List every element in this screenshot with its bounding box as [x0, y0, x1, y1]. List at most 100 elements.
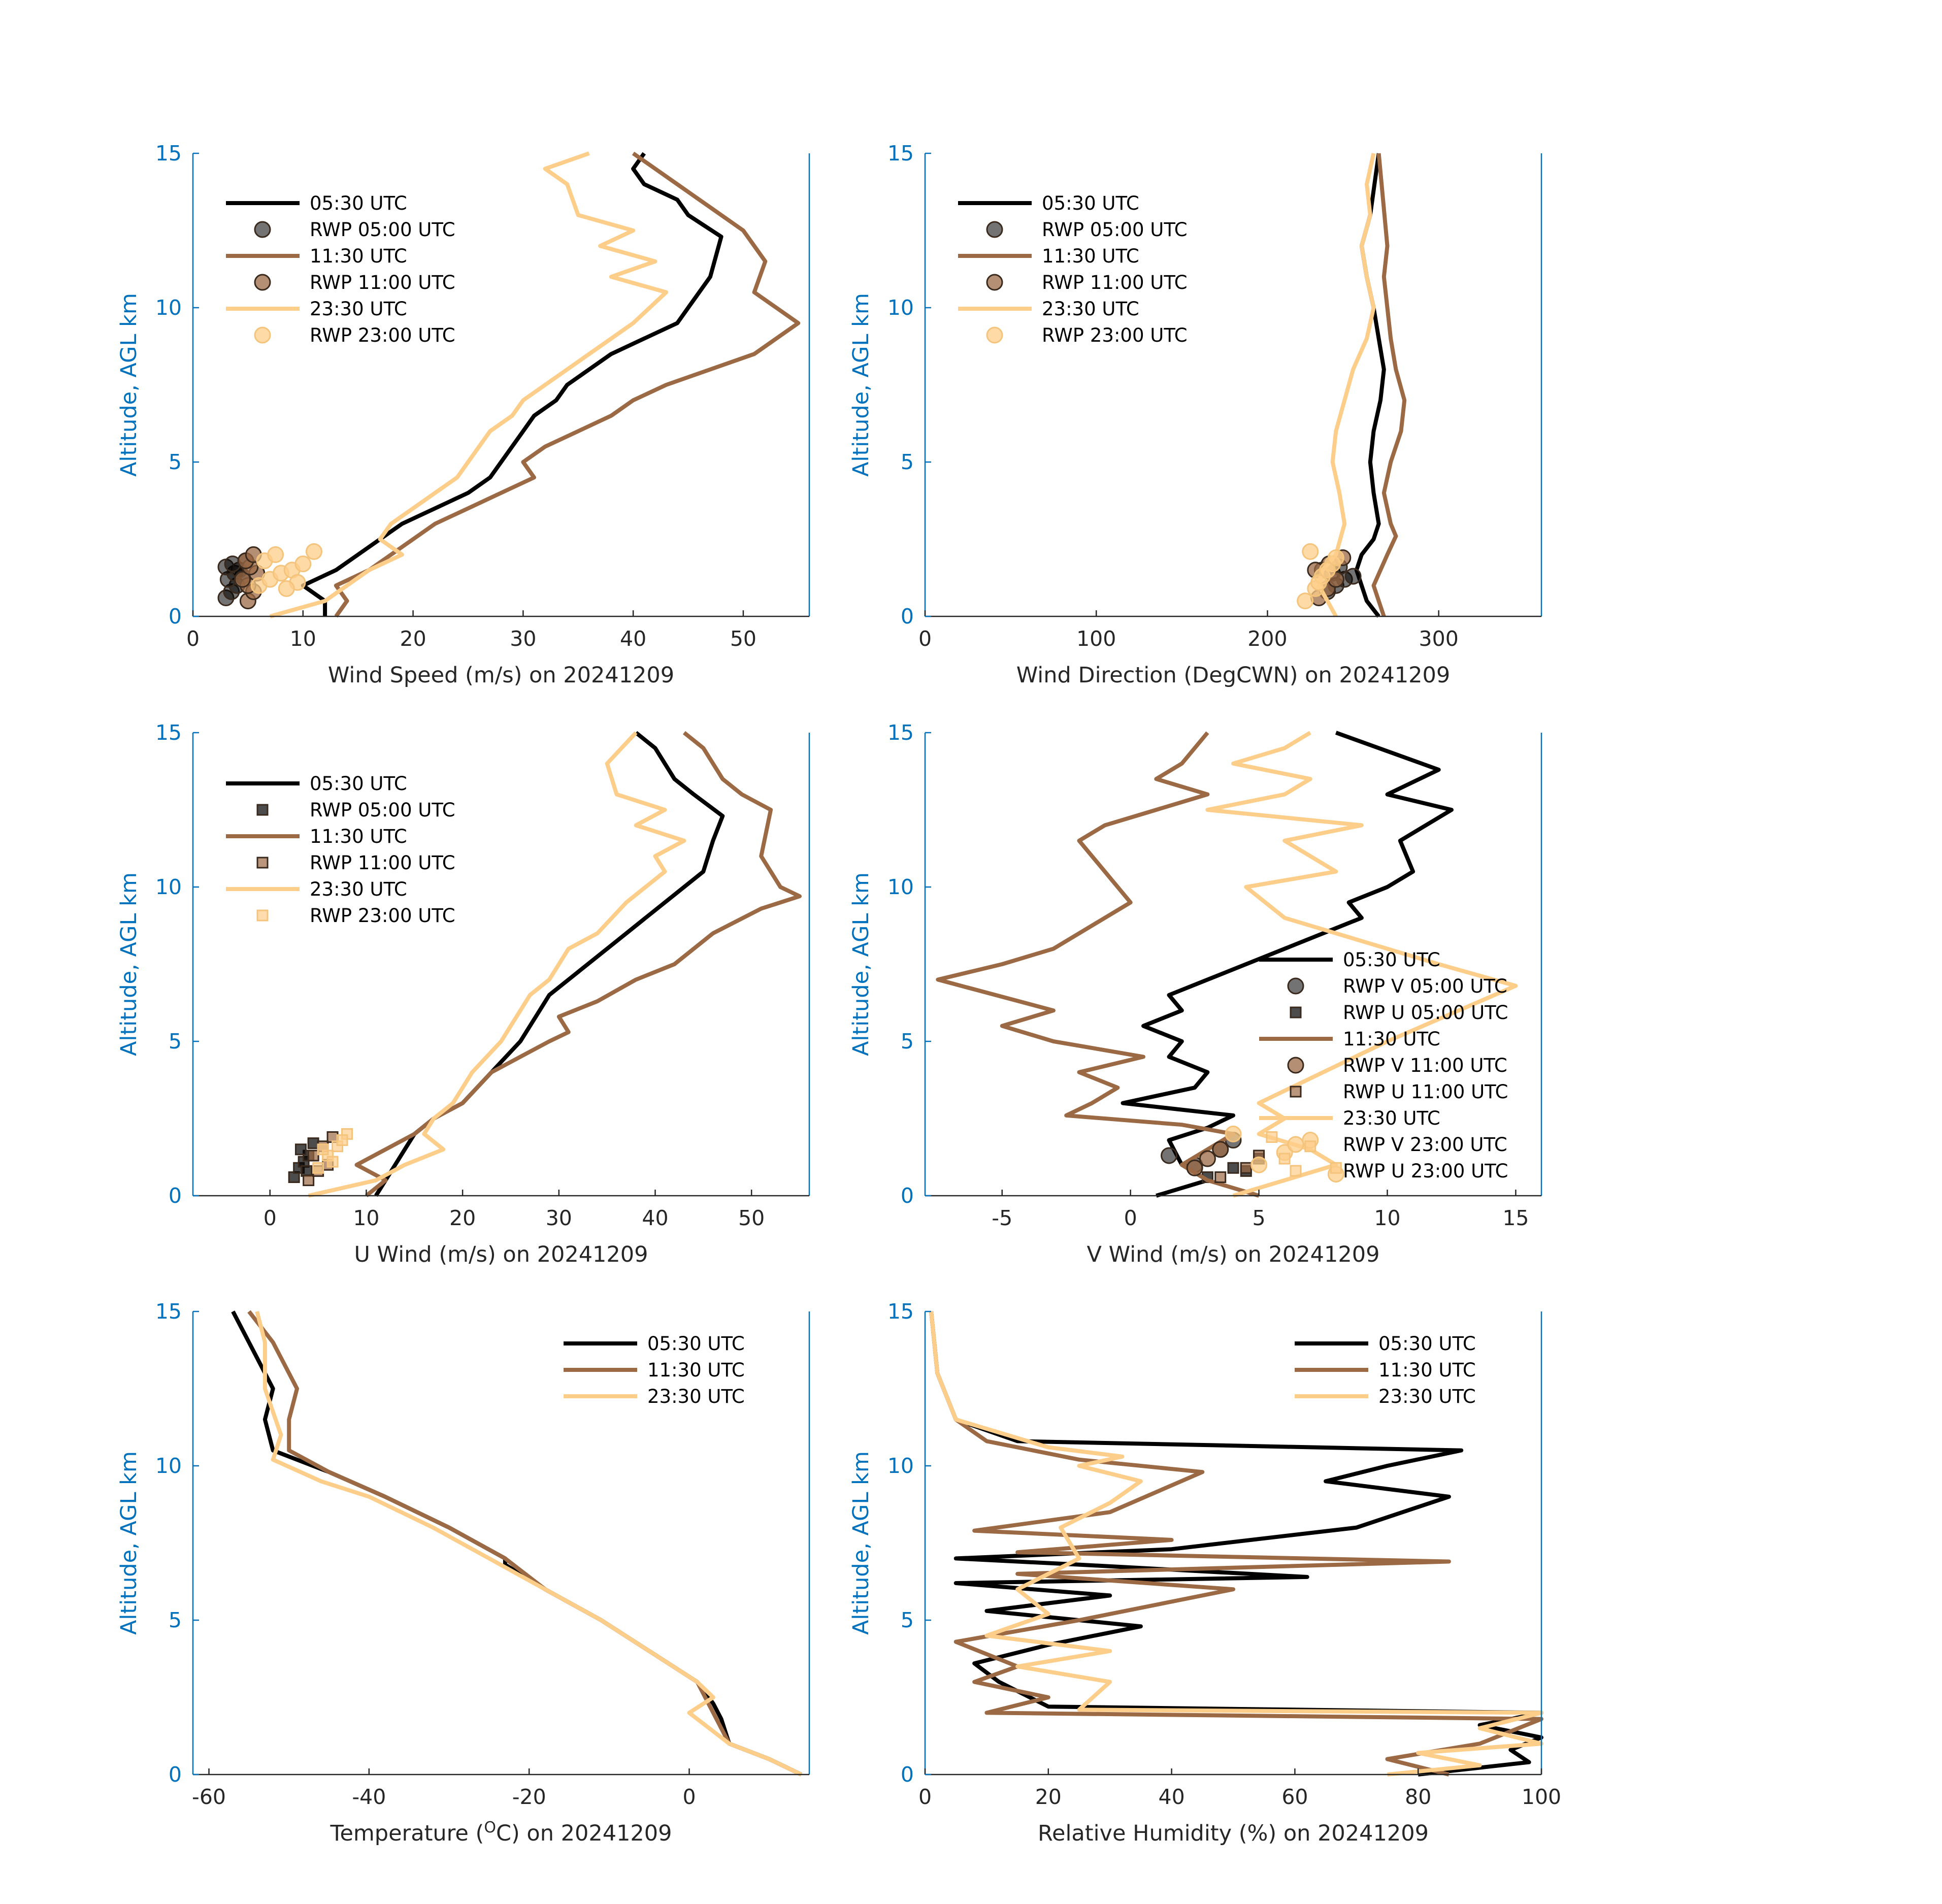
y-tick-label: 5 [901, 450, 914, 474]
x-tick-label: -5 [992, 1206, 1012, 1230]
legend: 05:30 UTC RWP 05:00 UTC 11:30 UTC RWP 11:00… [226, 192, 455, 346]
series-line [929, 1311, 1543, 1777]
legend-marker [986, 326, 1003, 344]
plot-area [936, 731, 1518, 1198]
x-axis-label: Relative Humidity (%) on 20241209 [1038, 1821, 1429, 1846]
x-axis-label-part: C) on 20241209 [496, 1821, 672, 1846]
data-point-marker [307, 1137, 319, 1150]
x-tick-label: 20 [1035, 1785, 1062, 1809]
y-tick-label: 15 [155, 720, 182, 745]
data-point-marker [336, 1134, 348, 1146]
y-tick-label: 0 [901, 1762, 914, 1787]
x-tick-label: 30 [510, 627, 536, 651]
legend-label: 23:30 UTC [647, 1386, 745, 1407]
legend-label: RWP V 23:00 UTC [1343, 1134, 1507, 1156]
x-axis-label: Temperature (OC) on 20241209 [330, 1819, 672, 1846]
legend-label: 05:30 UTC [1042, 192, 1139, 214]
panel-wind-speed: 0 10 20 30 40 50 0 5 10 15 Wind Speed (m/s) on 202… [116, 141, 810, 688]
data-point-marker [1310, 574, 1328, 591]
legend-label: 05:30 UTC [1378, 1333, 1476, 1355]
legend-label: 11:30 UTC [647, 1359, 745, 1381]
legend-label: 11:30 UTC [1343, 1028, 1440, 1050]
axes: 0 20 40 60 80 100 0 5 10 15 [887, 1299, 1561, 1809]
y-tick-label: 15 [155, 1299, 182, 1324]
y-tick-label: 10 [155, 296, 182, 320]
panel-temperature: -60 -40 -20 0 0 5 10 15 Temperature (OC) on 202… [116, 1299, 810, 1846]
legend-label: RWP V 05:00 UTC [1343, 975, 1507, 997]
y-tick-label: 10 [155, 1454, 182, 1478]
x-axis-label-degree: O [484, 1819, 496, 1836]
data-point-marker [1319, 562, 1336, 579]
y-tick-label: 10 [155, 875, 182, 899]
data-point-marker [1199, 1150, 1216, 1167]
legend-label: 11:30 UTC [310, 826, 407, 847]
x-axis-label-part: Temperature ( [330, 1821, 484, 1846]
data-point-marker [294, 1143, 307, 1156]
x-tick-label: 5 [1253, 1206, 1266, 1230]
series-line [1354, 153, 1386, 618]
data-point-marker [234, 571, 251, 588]
y-tick-label: 0 [169, 604, 182, 629]
legend-marker [1287, 1057, 1304, 1074]
data-point-marker [1278, 1153, 1291, 1165]
y-tick-label: 5 [169, 1029, 182, 1054]
legend-label: 11:30 UTC [1042, 245, 1139, 267]
x-tick-label: 30 [546, 1206, 572, 1230]
x-tick-label: 80 [1405, 1785, 1431, 1809]
y-tick-label: 0 [901, 1184, 914, 1208]
series-line [1371, 153, 1407, 617]
legend-label: RWP 23:00 UTC [310, 324, 455, 346]
data-point-marker [312, 1162, 324, 1174]
series-line [308, 731, 686, 1198]
data-point-marker [1186, 1159, 1203, 1176]
plot-area [288, 731, 802, 1198]
y-tick-label: 15 [887, 141, 914, 166]
y-tick-label: 15 [155, 141, 182, 166]
legend-label: 23:30 UTC [1042, 298, 1139, 320]
data-point-marker [305, 543, 322, 560]
series-line [929, 1311, 1543, 1777]
series-line [334, 151, 801, 618]
x-tick-label: 20 [400, 627, 426, 651]
x-tick-label: 100 [1076, 627, 1116, 651]
legend-marker [254, 326, 271, 344]
x-tick-label: 15 [1502, 1206, 1529, 1230]
x-axis-label: Wind Direction (DegCWN) on 20241209 [1016, 663, 1451, 688]
x-tick-label: 200 [1247, 627, 1287, 651]
data-point-marker [1214, 1171, 1227, 1184]
x-tick-label: 50 [738, 1206, 765, 1230]
y-tick-label: 0 [169, 1184, 182, 1208]
legend-label: 11:30 UTC [310, 245, 407, 267]
axes: 0 10 20 30 40 50 0 5 10 15 [155, 720, 810, 1230]
panel-wind-direction: 0 100 200 300 0 5 10 15 Wind Direction (DegCWN) … [848, 141, 1542, 688]
x-tick-label: 40 [1159, 1785, 1185, 1809]
x-tick-label: 10 [1374, 1206, 1400, 1230]
y-tick-label: 5 [901, 1029, 914, 1054]
series-line [231, 1310, 802, 1777]
legend-label: RWP 11:00 UTC [310, 272, 455, 293]
data-point-marker [1297, 593, 1314, 610]
legend-marker [1290, 1165, 1302, 1177]
legend: 05:30 UTC RWP 05:00 UTC 11:30 UTC RWP 11:00… [958, 192, 1188, 346]
x-axis-label: Wind Speed (m/s) on 20241209 [328, 663, 674, 688]
legend-marker [1290, 1006, 1302, 1019]
legend-label: 05:30 UTC [310, 773, 407, 795]
legend-label: 05:30 UTC [1343, 949, 1440, 971]
legend-label: RWP 11:00 UTC [1042, 272, 1188, 293]
legend-label: 05:30 UTC [647, 1333, 745, 1355]
series-line [269, 151, 669, 618]
x-tick-label: 40 [642, 1206, 668, 1230]
legend-marker [256, 857, 269, 869]
legend-label: RWP 11:00 UTC [310, 852, 455, 874]
y-tick-label: 10 [887, 875, 914, 899]
legend-marker [256, 909, 269, 922]
data-point-marker [267, 546, 284, 563]
data-point-marker [317, 1143, 329, 1156]
data-point-marker [1344, 568, 1362, 585]
series-line [1205, 731, 1518, 1198]
data-point-marker [1212, 1141, 1229, 1158]
x-tick-label: 40 [620, 627, 646, 651]
x-tick-label: 300 [1419, 627, 1459, 651]
data-point-marker [1302, 543, 1319, 560]
legend-marker [986, 221, 1003, 238]
